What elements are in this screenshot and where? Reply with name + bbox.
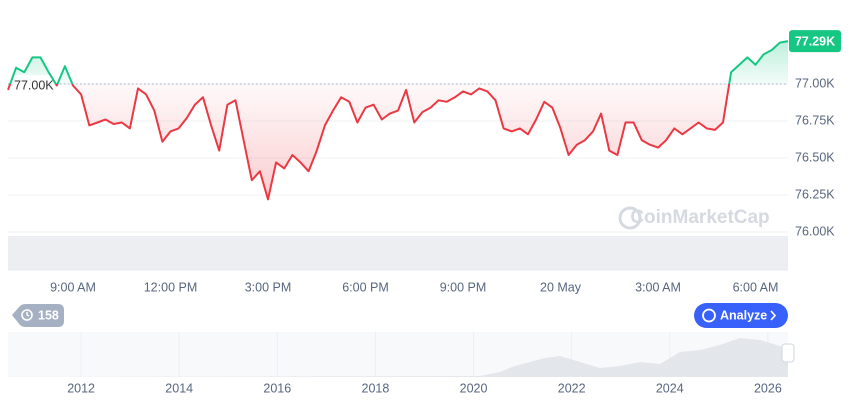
navigator-tick-label: 2014 (165, 381, 193, 395)
badge-count: 158 (38, 308, 59, 322)
y-tick-label: 77.00K (795, 76, 835, 90)
baseline-label: 77.00K (14, 78, 54, 92)
x-tick-label: 9:00 PM (440, 280, 487, 294)
navigator-tick-label: 2020 (460, 381, 488, 395)
navigator-handle[interactable] (781, 343, 795, 363)
volume-area (8, 236, 788, 270)
last-price-box (789, 30, 841, 53)
x-tick-label: 12:00 PM (144, 280, 198, 294)
navigator-history (8, 338, 788, 377)
navigator-tick-label: 2022 (558, 381, 586, 395)
watermark-logo (618, 206, 642, 230)
x-tick-label: 3:00 PM (245, 280, 292, 294)
analyze-button[interactable]: Analyze (694, 303, 788, 328)
navigator-tick-label: 2016 (263, 381, 291, 395)
price-line (7, 40, 789, 201)
x-tick-label: 9:00 AM (50, 280, 96, 294)
y-tick-label: 76.75K (795, 113, 835, 127)
navigator-tick-label: 2018 (362, 381, 390, 395)
watermark: CoinMarketCap (630, 207, 769, 228)
x-tick-label: 6:00 PM (342, 280, 389, 294)
x-tick-label: 3:00 AM (635, 280, 681, 294)
area-fill (8, 41, 788, 200)
y-tick-label: 76.25K (795, 187, 835, 201)
y-tick-label: 76.50K (795, 150, 835, 164)
x-tick-label: 20 May (540, 280, 582, 294)
y-tick-label: 76.00K (795, 224, 835, 238)
views-badge[interactable]: 158 (12, 304, 64, 327)
x-tick-label: 6:00 AM (733, 280, 779, 294)
last-price-label: 77.29K (795, 34, 835, 48)
navigator-tick-label: 2024 (656, 381, 684, 395)
navigator-tick-label: 2026 (754, 381, 782, 395)
navigator-tick-label: 2012 (67, 381, 95, 395)
button-label: Analyze (720, 308, 767, 322)
baseline-label-bg (12, 75, 58, 92)
